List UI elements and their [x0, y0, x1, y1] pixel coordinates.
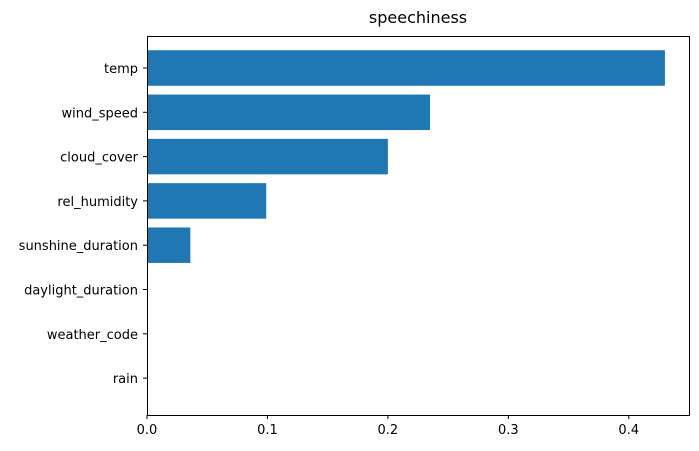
y-tick-label-cloud-cover: cloud_cover	[60, 151, 138, 166]
y-tick-label-temp: temp	[104, 62, 138, 77]
bar-wind-speed	[147, 94, 431, 131]
y-tick-label-weather-code: weather_code	[47, 328, 138, 343]
bar-sunshine-duration	[147, 227, 191, 263]
bar-cloud-cover	[147, 138, 388, 175]
x-axis: 0.0 0.1 0.2 0.3 0.4	[137, 415, 639, 438]
y-tick-label-sunshine-duration: sunshine_duration	[19, 239, 138, 254]
x-tick-label: 0.4	[618, 423, 639, 438]
y-tick-label-rain: rain	[113, 372, 138, 387]
bar-rel-humidity	[147, 183, 267, 219]
x-tick-label: 0.1	[257, 423, 278, 438]
y-tick-label-wind-speed: wind_speed	[61, 106, 138, 121]
y-tick-label-daylight-duration: daylight_duration	[24, 284, 138, 299]
x-tick-label: 0.0	[137, 423, 158, 438]
chart-title: speechiness	[369, 8, 467, 27]
y-axis: temp wind_speed cloud_cover rel_humiditysun…	[19, 62, 147, 387]
y-tick-label-rel-humidity: rel_humidity	[57, 195, 138, 210]
x-tick-label: 0.2	[378, 423, 399, 438]
bar-temp	[147, 50, 665, 86]
bars-group	[147, 50, 665, 263]
plot-frame	[147, 36, 690, 416]
x-tick-label: 0.3	[498, 423, 519, 438]
